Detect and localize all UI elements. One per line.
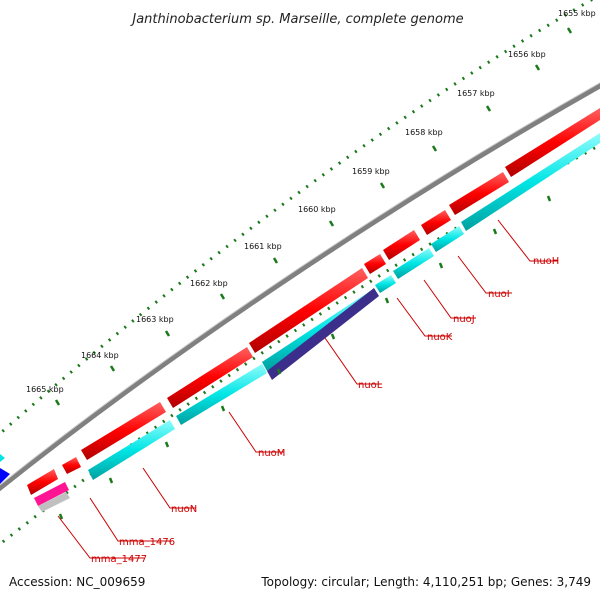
leader-nuoM	[228, 411, 284, 453]
gene-label-nuoJ: nuoJ	[453, 314, 475, 325]
tick-label: 1660 kbp	[298, 205, 336, 214]
genome-backbone	[0, 82, 600, 492]
gene-label-nuoM: nuoM	[258, 448, 285, 459]
tick-label: 1657 kbp	[457, 89, 495, 98]
tick-mark	[220, 405, 226, 412]
tick-mark	[164, 330, 171, 337]
tick-mark	[109, 365, 116, 372]
tick-mark	[485, 105, 492, 112]
leader-mma1476	[89, 497, 172, 542]
tick-mark	[379, 182, 386, 189]
tick-mark	[54, 399, 61, 406]
leader-nuoJ	[423, 279, 476, 319]
gene-label-nuoK: nuoK	[427, 332, 453, 343]
tick-labels: 1655 kbp 1656 kbp 1657 kbp 1658 kbp 1659…	[26, 9, 596, 394]
gene-label-mma1477: mma_1477	[91, 554, 147, 565]
edge-feature-cyan	[0, 454, 5, 462]
gene-feature-nuoJ	[393, 248, 434, 279]
gene-label-nuoL: nuoL	[358, 380, 383, 391]
feature-pink	[34, 482, 69, 506]
leader-nuoL	[324, 337, 382, 385]
tick-mark	[546, 195, 552, 202]
tick-mark	[492, 228, 498, 235]
tick-mark	[384, 297, 390, 304]
cds-feature-nuoH	[449, 172, 509, 215]
gene-feature-nuoM	[176, 364, 267, 425]
tick-label: 1655 kbp	[558, 9, 596, 18]
tick-label: 1664 kbp	[81, 351, 119, 360]
tick-label: 1658 kbp	[405, 128, 443, 137]
gene-labels: nuoH nuoI nuoJ nuoK nuoL nuoM nuoN mma_1…	[91, 256, 559, 565]
gene-feature-nuoK	[375, 275, 396, 293]
gene-label-nuoN: nuoN	[171, 504, 197, 515]
leader-mma1477	[57, 515, 144, 559]
leader-nuoI	[457, 255, 512, 294]
tick-mark	[328, 220, 335, 227]
cds-feature-nuoN	[81, 402, 166, 460]
tick-mark	[219, 293, 226, 300]
tick-mark	[438, 262, 444, 269]
gene-label-nuoI: nuoI	[488, 289, 510, 300]
leader-nuoN	[142, 467, 196, 509]
gene-track	[88, 133, 600, 480]
cds-feature-nuoM	[167, 347, 253, 408]
tick-mark	[276, 368, 282, 375]
tick-mark	[164, 441, 170, 448]
backbone-highlight	[0, 82, 600, 486]
leader-nuoK	[396, 297, 452, 337]
tick-mark	[566, 27, 573, 34]
inner-tick-marks	[58, 195, 552, 520]
gene-feature-nuoH	[461, 133, 600, 231]
gene-label-mma1476: mma_1476	[119, 537, 175, 548]
tick-label: 1665 kbp	[26, 385, 64, 394]
cds-feature-nuoJ	[383, 230, 420, 260]
cds-feature-edge	[505, 108, 600, 177]
tick-label: 1662 kbp	[190, 279, 228, 288]
cds-feature-nuoL	[249, 268, 368, 353]
tick-label: 1656 kbp	[508, 50, 546, 59]
tick-mark	[58, 513, 64, 520]
accession-text: Accession: NC_009659	[9, 575, 145, 589]
leader-nuoH	[497, 219, 558, 262]
tick-label: 1661 kbp	[244, 242, 282, 251]
gene-feature-nuoN	[88, 420, 175, 480]
edge-feature-blue	[0, 468, 10, 484]
cds-feature-nuoI	[421, 210, 451, 235]
cds-feature-mma1476	[27, 469, 58, 495]
major-tick-marks	[54, 27, 573, 406]
genome-summary-text: Topology: circular; Length: 4,110,251 bp…	[260, 575, 591, 589]
gene-feature-nuoI	[431, 226, 464, 252]
tick-mark	[534, 64, 541, 71]
tick-mark	[431, 145, 438, 152]
cds-feature-nuoK	[364, 254, 386, 274]
tick-label: 1659 kbp	[352, 167, 390, 176]
cds-feature-mma1477	[62, 457, 81, 474]
feature-grey	[38, 492, 70, 512]
outer-tick-ring	[0, 0, 595, 436]
highlight-region	[267, 288, 379, 380]
tick-label: 1663 kbp	[136, 315, 174, 324]
gene-leaders	[57, 219, 558, 559]
tick-mark	[108, 477, 114, 484]
map-title: Janthinobacterium sp. Marseille, complet…	[129, 12, 463, 27]
cds-track	[27, 108, 600, 495]
gene-label-nuoH: nuoH	[533, 256, 559, 267]
tick-mark	[272, 257, 279, 264]
tick-mark	[330, 333, 336, 340]
